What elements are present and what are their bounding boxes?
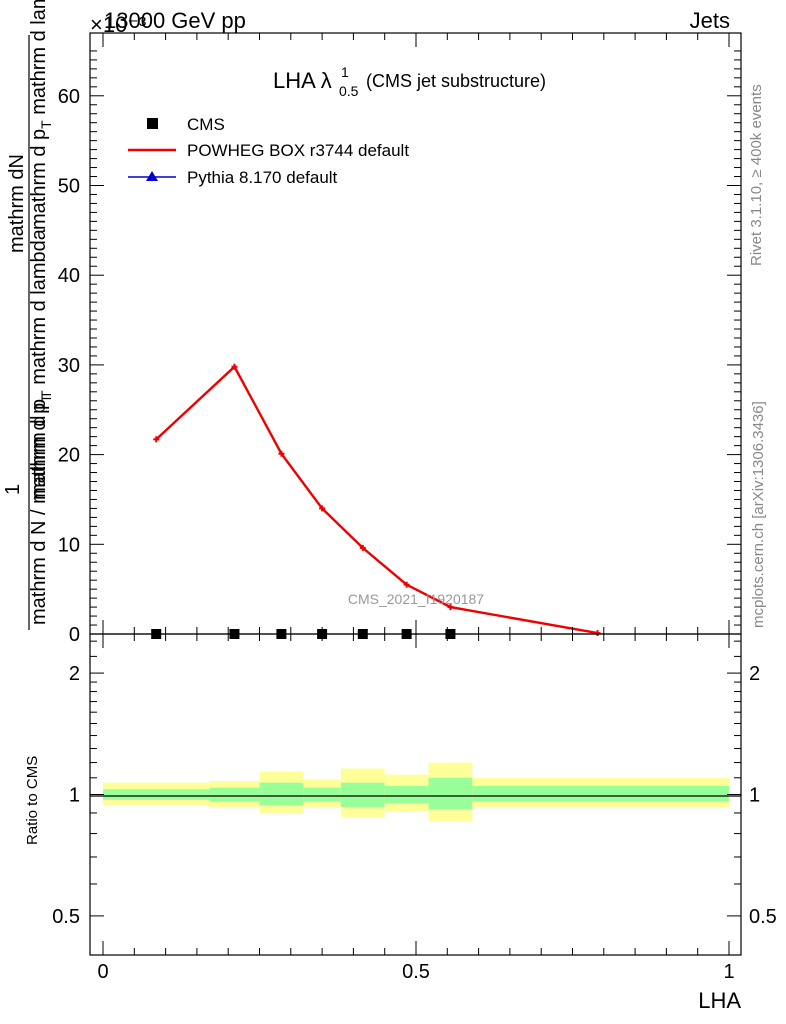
main-ytick-label: 20 [58, 445, 80, 467]
main-ytick-label: 60 [58, 86, 80, 108]
powheg-line [155, 364, 598, 635]
x-tick-label: 1 [723, 961, 734, 983]
ratio-band-green [209, 787, 260, 802]
legend-label-cms: CMS [187, 115, 225, 134]
ratio-y-axis-label: Ratio to CMS [24, 756, 41, 845]
legend: CMS POWHEG BOX r3744 default Pythia 8.17… [128, 115, 409, 187]
ylabel-numerator: mathrm dN [6, 154, 28, 253]
legend-label-pythia: Pythia 8.170 default [187, 168, 338, 187]
ylabel-mid-sub: T [38, 390, 54, 399]
ylabel-upper-a: mathrm d p [28, 129, 50, 230]
x-ticks: 0 0.5 1 [97, 33, 735, 983]
ratio-ytick-label-right: 0.5 [749, 906, 777, 928]
x-axis-label: LHA [698, 988, 741, 1013]
ylabel-mid: mathrm d pT mathrm d lambda [28, 228, 54, 500]
ratio-band-green [303, 787, 341, 802]
ylabel-mid-b: mathrm d lambda [28, 228, 50, 390]
ylabel-upper-sub: T [38, 120, 54, 129]
main-y-axis-label: mathrm dN mathrm d pT mathrm d lambda 1 … [2, 0, 54, 630]
mcplots-side-label: mcplots.cern.ch [arXiv:1306.3436] [750, 401, 767, 628]
ratio-band-green [384, 785, 429, 804]
ratio-band-green [103, 789, 210, 800]
ylabel-lower-a: mathrm d N / mathrm d p [28, 403, 50, 625]
ratio-band-green [259, 782, 304, 806]
x-tick-label: 0.5 [402, 961, 430, 983]
ratio-ytick-label-left: 2 [69, 663, 80, 685]
main-yticks: 0 10 20 30 40 50 60 [58, 50, 741, 646]
legend-marker-cms [147, 118, 158, 129]
ratio-ytick-label-left: 1 [69, 785, 80, 807]
ratio-bands [103, 762, 729, 821]
plot-title-sub: 0.5 [339, 83, 359, 99]
ratio-ytick-label-right: 1 [749, 785, 760, 807]
ylabel-lower-sub: T [38, 394, 54, 403]
main-ytick-label: 0 [69, 624, 80, 646]
process-label: Jets [690, 8, 730, 33]
ratio-yticks: 0.5 0.5 1 1 2 2 [52, 640, 777, 928]
x-tick-label: 0 [97, 961, 108, 983]
plot-title-main: LHA λ [273, 68, 332, 93]
main-ytick-label: 10 [58, 534, 80, 556]
ylabel-upper-right: mathrm d pT mathrm d lambda [28, 0, 54, 230]
rivet-side-label: Rivet 3.1.10, ≥ 400k events [748, 84, 765, 266]
main-ytick-label: 50 [58, 175, 80, 197]
ylabel-upper-b: mathrm d lambda [28, 0, 50, 120]
ratio-ytick-label-right: 2 [749, 663, 760, 685]
plot-title-sup: 1 [341, 64, 349, 80]
main-ytick-label: 40 [58, 265, 80, 287]
watermark: CMS_2021_I1920187 [348, 591, 484, 607]
plot-title: LHA λ 1 0.5 (CMS jet substructure) [273, 64, 546, 99]
plot-title-suffix: (CMS jet substructure) [366, 71, 546, 91]
ylabel-mid-a: mathrm d p [28, 399, 50, 500]
legend-marker-pythia [146, 171, 158, 181]
legend-label-powheg: POWHEG BOX r3744 default [187, 141, 409, 160]
ratio-band-green [472, 785, 729, 802]
ratio-band-green [428, 777, 473, 810]
ylabel-one: 1 [2, 484, 24, 495]
energy-label: 13000 GeV pp [104, 8, 246, 33]
ylabel-lower: mathrm d N / mathrm d pT [28, 394, 54, 625]
ratio-band-green [340, 782, 385, 808]
main-ytick-label: 30 [58, 355, 80, 377]
ratio-ytick-label-left: 0.5 [52, 906, 80, 928]
exponent-label: ×10⁻³ [90, 12, 146, 37]
